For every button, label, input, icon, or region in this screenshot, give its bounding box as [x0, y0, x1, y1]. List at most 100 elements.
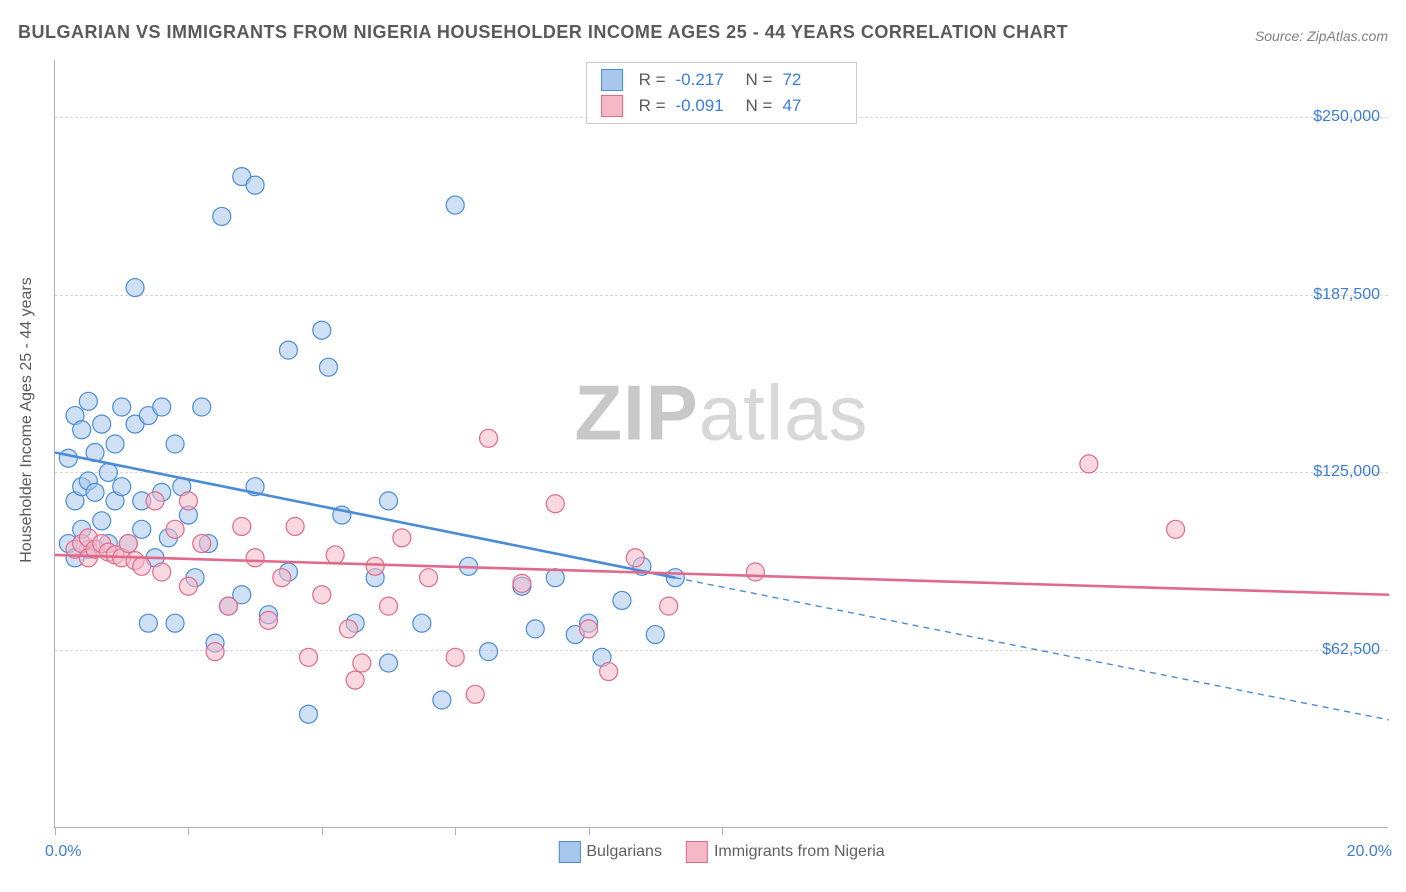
data-point — [546, 495, 564, 513]
data-point — [286, 517, 304, 535]
data-point — [299, 705, 317, 723]
stats-r-label: R = — [639, 96, 666, 116]
x-axis-min-label: 0.0% — [45, 843, 81, 861]
data-point — [166, 614, 184, 632]
stats-r-label: R = — [639, 70, 666, 90]
data-point — [93, 415, 111, 433]
stats-n-value: 72 — [782, 70, 842, 90]
x-tick — [455, 827, 456, 835]
data-point — [206, 643, 224, 661]
data-point — [413, 614, 431, 632]
data-point — [93, 512, 111, 530]
x-tick — [589, 827, 590, 835]
data-point — [166, 520, 184, 538]
data-point — [380, 597, 398, 615]
data-point — [73, 421, 91, 439]
data-point — [366, 557, 384, 575]
data-point — [133, 557, 151, 575]
data-point — [79, 392, 97, 410]
stats-row: R = -0.217 N = 72 — [601, 67, 843, 93]
x-tick — [188, 827, 189, 835]
data-point — [166, 435, 184, 453]
stats-n-label: N = — [746, 70, 773, 90]
plot-area: ZIPatlas $62,500$125,000$187,500$250,000… — [54, 60, 1388, 828]
x-tick — [722, 827, 723, 835]
data-point — [106, 435, 124, 453]
data-point — [313, 586, 331, 604]
chart-title: BULGARIAN VS IMMIGRANTS FROM NIGERIA HOU… — [18, 22, 1068, 43]
legend-swatch — [601, 95, 623, 117]
data-point — [219, 597, 237, 615]
data-point — [446, 196, 464, 214]
data-point — [1080, 455, 1098, 473]
data-point — [380, 654, 398, 672]
y-axis-label: Householder Income Ages 25 - 44 years — [18, 277, 36, 563]
data-point — [480, 643, 498, 661]
data-point — [346, 671, 364, 689]
data-point — [126, 279, 144, 297]
data-point — [133, 520, 151, 538]
data-point — [113, 398, 131, 416]
data-point — [420, 569, 438, 587]
data-point — [273, 569, 291, 587]
correlation-chart: BULGARIAN VS IMMIGRANTS FROM NIGERIA HOU… — [0, 0, 1406, 892]
x-tick — [322, 827, 323, 835]
data-point — [246, 549, 264, 567]
data-point — [393, 529, 411, 547]
data-point — [113, 478, 131, 496]
data-point — [259, 611, 277, 629]
data-point — [193, 398, 211, 416]
data-point — [59, 449, 77, 467]
data-point — [193, 535, 211, 553]
data-point — [86, 483, 104, 501]
legend-swatch — [558, 841, 580, 863]
series-legend: BulgariansImmigrants from Nigeria — [558, 841, 884, 863]
stats-r-value: -0.217 — [676, 70, 736, 90]
data-point — [660, 597, 678, 615]
legend-swatch — [601, 69, 623, 91]
stats-r-value: -0.091 — [676, 96, 736, 116]
trend-line-extension — [675, 578, 1389, 720]
data-point — [179, 577, 197, 595]
data-point — [146, 492, 164, 510]
legend-swatch — [686, 841, 708, 863]
data-point — [319, 358, 337, 376]
data-point — [746, 563, 764, 581]
data-point — [380, 492, 398, 510]
x-axis-max-label: 20.0% — [1347, 843, 1392, 861]
stats-n-label: N = — [746, 96, 773, 116]
data-point — [580, 620, 598, 638]
data-point — [299, 648, 317, 666]
data-point — [339, 620, 357, 638]
legend-item: Bulgarians — [558, 841, 662, 863]
data-point — [119, 535, 137, 553]
stats-row: R = -0.091 N = 47 — [601, 93, 843, 119]
data-point — [99, 463, 117, 481]
data-point — [526, 620, 544, 638]
data-point — [326, 546, 344, 564]
stats-legend: R = -0.217 N = 72 R = -0.091 N = 47 — [586, 62, 858, 124]
data-point — [179, 492, 197, 510]
data-point — [513, 574, 531, 592]
data-point — [153, 563, 171, 581]
data-point — [139, 614, 157, 632]
data-point — [1167, 520, 1185, 538]
data-point — [480, 429, 498, 447]
data-point — [313, 321, 331, 339]
x-tick — [55, 827, 56, 835]
data-point — [613, 591, 631, 609]
data-point — [246, 176, 264, 194]
data-point — [279, 341, 297, 359]
trend-line — [55, 555, 1389, 595]
data-point — [446, 648, 464, 666]
data-point — [546, 569, 564, 587]
data-point — [353, 654, 371, 672]
legend-label: Bulgarians — [586, 843, 662, 860]
stats-n-value: 47 — [782, 96, 842, 116]
scatter-svg — [55, 60, 1388, 827]
data-point — [433, 691, 451, 709]
data-point — [646, 626, 664, 644]
data-point — [600, 663, 618, 681]
data-point — [213, 207, 231, 225]
data-point — [153, 398, 171, 416]
